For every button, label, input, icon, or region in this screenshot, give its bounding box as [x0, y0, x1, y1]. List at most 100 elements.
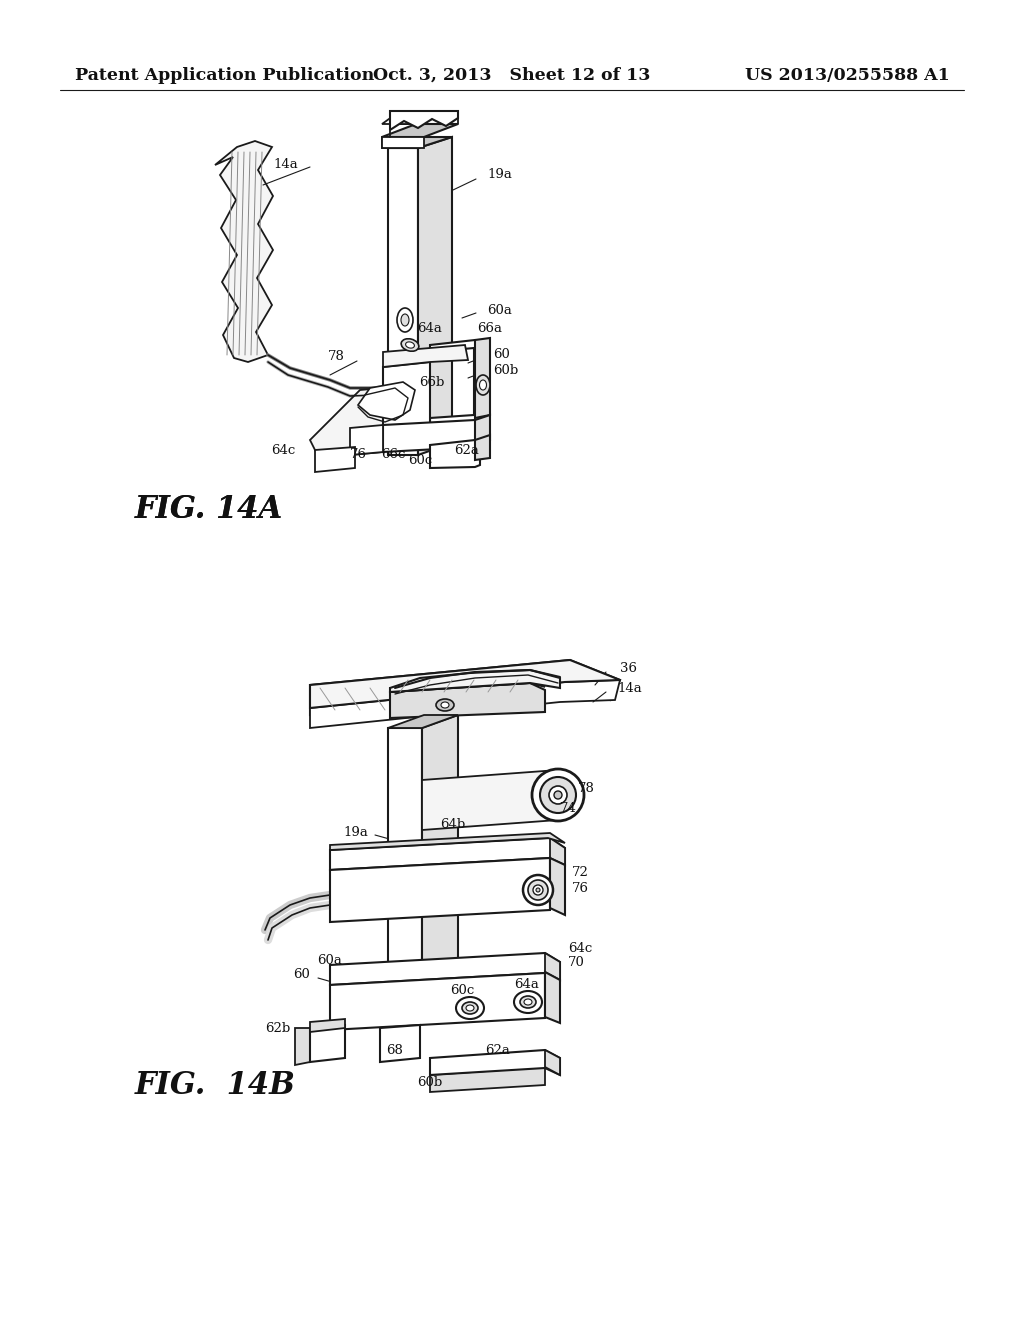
Polygon shape [545, 972, 560, 1023]
Text: Oct. 3, 2013   Sheet 12 of 13: Oct. 3, 2013 Sheet 12 of 13 [374, 66, 650, 83]
Ellipse shape [528, 880, 548, 900]
Text: 60: 60 [493, 348, 510, 362]
Ellipse shape [406, 342, 415, 348]
Polygon shape [382, 124, 458, 137]
Polygon shape [545, 953, 560, 979]
Text: 68: 68 [387, 1044, 403, 1056]
Ellipse shape [441, 702, 449, 708]
Polygon shape [430, 341, 480, 425]
Polygon shape [388, 148, 418, 455]
Text: 66b: 66b [419, 376, 444, 389]
Polygon shape [422, 715, 458, 1020]
Text: 60b: 60b [418, 1077, 442, 1089]
Ellipse shape [479, 380, 486, 389]
Ellipse shape [476, 375, 490, 395]
Polygon shape [330, 838, 565, 870]
Text: 60: 60 [293, 969, 310, 982]
Text: 74: 74 [560, 801, 577, 814]
Polygon shape [475, 338, 490, 418]
Ellipse shape [520, 997, 536, 1008]
Polygon shape [380, 1026, 420, 1063]
Polygon shape [390, 678, 545, 692]
Ellipse shape [401, 314, 409, 326]
Ellipse shape [514, 991, 542, 1012]
Text: 62b: 62b [265, 1022, 290, 1035]
Polygon shape [418, 137, 452, 455]
Polygon shape [388, 137, 452, 148]
Ellipse shape [401, 339, 419, 351]
Text: 78: 78 [578, 781, 595, 795]
Text: 60a: 60a [317, 953, 342, 966]
Text: 70: 70 [568, 956, 585, 969]
Polygon shape [430, 440, 480, 469]
Text: 78: 78 [328, 351, 345, 363]
Text: Patent Application Publication: Patent Application Publication [75, 66, 374, 83]
Ellipse shape [462, 1002, 478, 1014]
Ellipse shape [523, 875, 553, 906]
Polygon shape [310, 362, 430, 459]
Polygon shape [430, 1067, 545, 1092]
Text: 76: 76 [572, 882, 589, 895]
Polygon shape [430, 1049, 560, 1074]
Text: 64c: 64c [270, 444, 295, 457]
Ellipse shape [456, 997, 484, 1019]
Text: 60b: 60b [493, 363, 518, 376]
Text: 14a: 14a [273, 158, 298, 172]
Text: 66a: 66a [477, 322, 502, 334]
Polygon shape [475, 414, 490, 442]
Polygon shape [390, 111, 458, 129]
Polygon shape [310, 680, 620, 729]
Polygon shape [550, 858, 565, 915]
Text: 36: 36 [620, 661, 637, 675]
Ellipse shape [436, 700, 454, 711]
Polygon shape [358, 381, 415, 420]
Text: 64a: 64a [418, 322, 442, 334]
Ellipse shape [466, 1005, 474, 1011]
Text: US 2013/0255588 A1: US 2013/0255588 A1 [745, 66, 950, 83]
Polygon shape [330, 973, 545, 1030]
Text: 60c: 60c [408, 454, 432, 466]
Polygon shape [422, 770, 558, 830]
Text: 64c: 64c [568, 941, 592, 954]
Text: 62a: 62a [455, 444, 479, 457]
Polygon shape [295, 1028, 310, 1065]
Polygon shape [350, 425, 383, 455]
Polygon shape [383, 362, 430, 430]
Text: FIG. 14A: FIG. 14A [135, 495, 283, 525]
Text: 60a: 60a [487, 304, 512, 317]
Polygon shape [383, 345, 468, 367]
Polygon shape [382, 111, 458, 124]
Text: 62a: 62a [485, 1044, 510, 1056]
Ellipse shape [536, 888, 540, 892]
Polygon shape [310, 660, 620, 708]
Text: FIG. 14A: FIG. 14A [135, 495, 283, 525]
Polygon shape [310, 660, 620, 715]
Polygon shape [382, 137, 390, 148]
Polygon shape [310, 1026, 345, 1063]
Ellipse shape [549, 785, 567, 804]
Ellipse shape [540, 777, 575, 813]
Polygon shape [545, 1049, 560, 1074]
Polygon shape [388, 715, 458, 729]
Ellipse shape [554, 791, 562, 799]
Text: 19a: 19a [487, 169, 512, 181]
Text: 76: 76 [349, 449, 367, 462]
Polygon shape [330, 953, 560, 985]
Text: 19a: 19a [343, 825, 368, 838]
Ellipse shape [534, 884, 543, 895]
Text: 66c: 66c [381, 449, 406, 462]
Text: 64a: 64a [515, 978, 540, 991]
Polygon shape [215, 141, 273, 362]
Ellipse shape [397, 308, 413, 333]
Polygon shape [550, 838, 565, 865]
Polygon shape [330, 833, 565, 850]
Text: FIG.  14B: FIG. 14B [135, 1069, 296, 1101]
Text: 72: 72 [572, 866, 589, 879]
Ellipse shape [532, 770, 584, 821]
Polygon shape [390, 111, 458, 124]
Polygon shape [475, 436, 490, 459]
Polygon shape [310, 1019, 345, 1032]
Polygon shape [390, 682, 545, 718]
Text: 64b: 64b [440, 818, 466, 832]
Polygon shape [390, 671, 560, 692]
